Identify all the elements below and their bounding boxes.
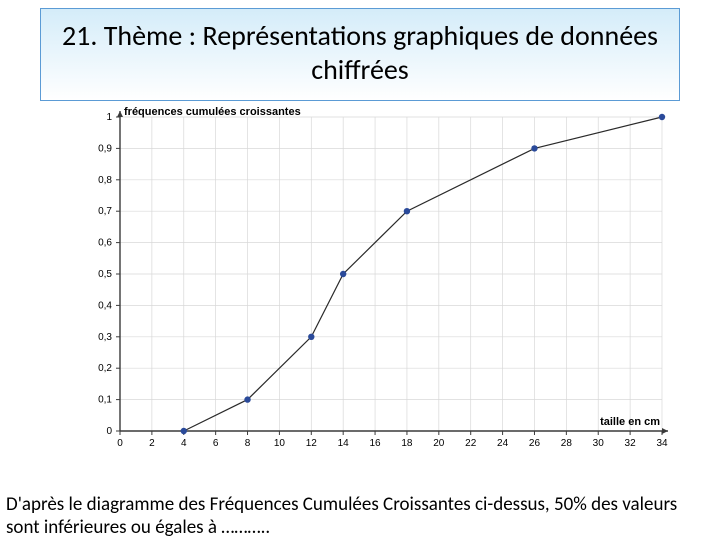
data-point <box>404 208 410 214</box>
svg-text:0,7: 0,7 <box>98 206 112 217</box>
svg-text:28: 28 <box>561 438 573 449</box>
svg-text:2: 2 <box>149 438 155 449</box>
svg-text:0,4: 0,4 <box>98 301 112 312</box>
svg-text:0,8: 0,8 <box>98 175 112 186</box>
svg-text:0,3: 0,3 <box>98 332 112 343</box>
svg-text:30: 30 <box>593 438 605 449</box>
y-axis-label: fréquences cumulées croissantes <box>124 106 301 118</box>
question-text: D'après le diagramme des Fréquences Cumu… <box>6 493 714 541</box>
cumulative-frequency-chart: 024681012141618202224262830323400,10,20,… <box>50 105 670 465</box>
svg-text:4: 4 <box>181 438 187 449</box>
svg-text:6: 6 <box>213 438 219 449</box>
svg-text:34: 34 <box>656 438 668 449</box>
slide-title: 21. Thème : Représentations graphiques d… <box>40 8 680 101</box>
svg-text:0,2: 0,2 <box>98 363 112 374</box>
svg-text:24: 24 <box>497 438 509 449</box>
svg-text:22: 22 <box>465 438 477 449</box>
svg-text:0,6: 0,6 <box>98 238 112 249</box>
x-axis-label: taille en cm <box>600 416 660 428</box>
svg-text:26: 26 <box>529 438 541 449</box>
svg-text:16: 16 <box>369 438 381 449</box>
svg-text:0: 0 <box>106 426 112 437</box>
svg-text:8: 8 <box>245 438 251 449</box>
data-point <box>181 428 187 434</box>
svg-text:14: 14 <box>338 438 350 449</box>
data-point <box>340 271 346 277</box>
svg-text:32: 32 <box>625 438 637 449</box>
svg-text:0,9: 0,9 <box>98 144 112 155</box>
data-point <box>244 397 250 403</box>
svg-text:10: 10 <box>274 438 286 449</box>
svg-text:12: 12 <box>306 438 318 449</box>
chart-svg: 024681012141618202224262830323400,10,20,… <box>50 105 670 465</box>
data-point <box>531 145 537 151</box>
data-point <box>308 334 314 340</box>
svg-text:1: 1 <box>106 112 112 123</box>
svg-text:0: 0 <box>117 438 123 449</box>
svg-text:0,1: 0,1 <box>98 395 112 406</box>
svg-text:18: 18 <box>401 438 413 449</box>
svg-text:20: 20 <box>433 438 445 449</box>
data-point <box>659 114 665 120</box>
svg-text:0,5: 0,5 <box>98 269 112 280</box>
